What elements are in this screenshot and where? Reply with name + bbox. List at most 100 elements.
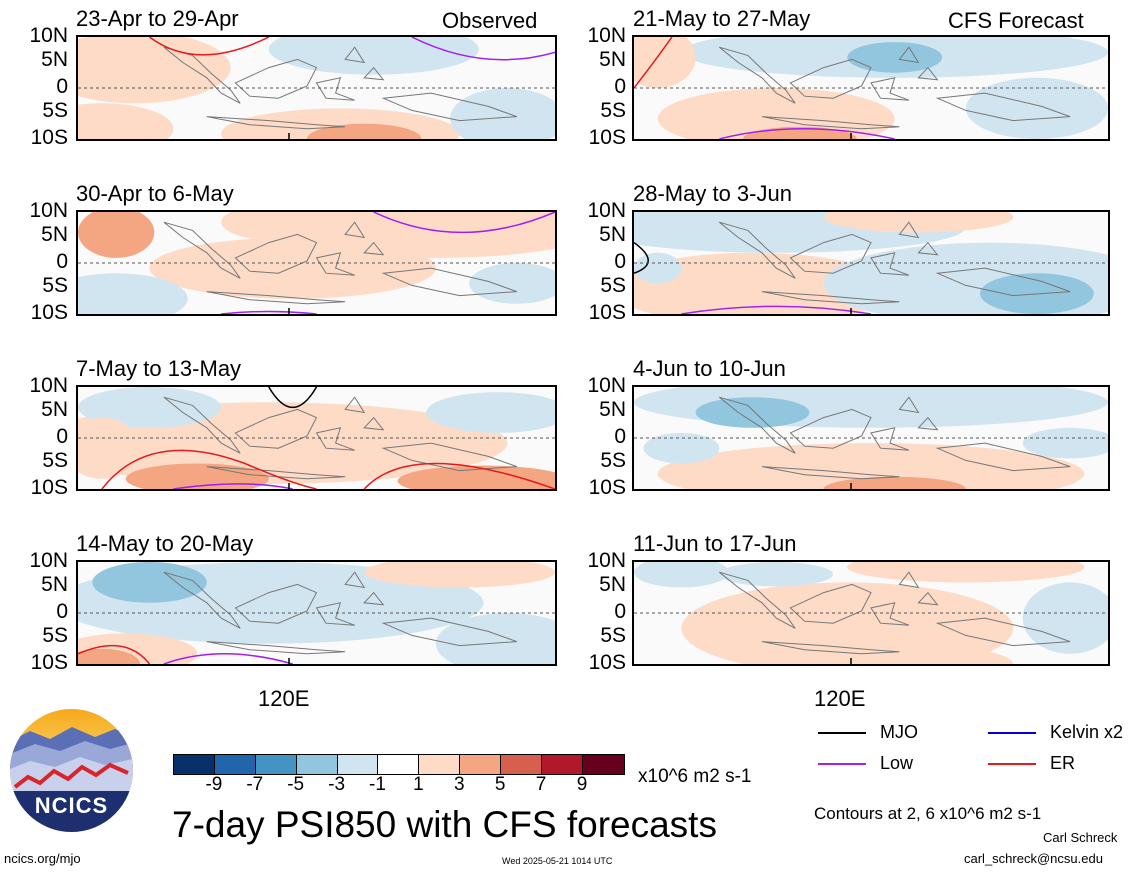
coastline (344, 221, 366, 239)
legend-low: Low (818, 753, 913, 774)
colorbar-swatch (378, 755, 420, 774)
panel-title: 30-Apr to 6-May (76, 181, 234, 206)
contour-line (101, 449, 317, 489)
coastline (363, 591, 385, 606)
colorbar-tick-label: 9 (576, 774, 588, 795)
coastline (315, 252, 355, 276)
colorbar-swatch (582, 755, 624, 774)
latitude-label: 5S (42, 99, 68, 123)
anomaly-shading (634, 562, 729, 588)
coastline (789, 583, 872, 624)
psi850-map (632, 385, 1110, 491)
latitude-label: 10S (30, 476, 68, 499)
psi850-map (632, 560, 1110, 666)
legend-kelvin: Kelvin x2 (988, 722, 1123, 743)
latitude-label: 5N (41, 573, 68, 597)
latitude-label: 5N (41, 48, 68, 72)
colorbar (173, 754, 625, 775)
contour-line (363, 462, 555, 489)
latitude-label: 10S (30, 651, 68, 674)
contour-note: Contours at 2, 6 x10^6 m2 s-1 (814, 804, 1042, 823)
contour-line (163, 653, 293, 664)
latitude-label: 5S (600, 624, 626, 648)
latitude-label: 10N (29, 24, 68, 47)
anomaly-shading (847, 42, 943, 73)
colorbar-tick-label: 1 (413, 774, 424, 795)
anomaly-shading (426, 392, 555, 433)
coastline (917, 241, 939, 256)
anomaly-shading (149, 237, 436, 299)
coastline (718, 571, 796, 629)
contour-line (634, 241, 649, 274)
contour-line (719, 128, 895, 139)
anomaly-shading (1022, 582, 1108, 654)
anomaly-shading (78, 417, 140, 479)
colorbar-tick-label: -7 (246, 774, 264, 795)
latitude-label: 0 (56, 250, 68, 273)
panel-title: 21-May to 27-May (633, 6, 811, 31)
coastline (206, 466, 346, 480)
coastline (163, 221, 241, 279)
coastline (789, 233, 872, 274)
panel-title: 28-May to 3-Jun (633, 181, 792, 206)
latitude-label: 10N (29, 549, 68, 572)
logo-text: NCICS (34, 793, 109, 818)
colorbar-tick-label: 3 (454, 774, 465, 795)
coastline (789, 408, 872, 449)
legend-label: Kelvin x2 (1050, 722, 1124, 742)
coastline (761, 641, 900, 655)
colorbar-swatch (337, 755, 379, 774)
legend-er: ER (988, 753, 1075, 774)
coastline (870, 602, 910, 626)
anomaly-shading (634, 37, 696, 88)
coastline (163, 396, 241, 454)
anomaly-shading (364, 562, 555, 588)
psi850-map (632, 35, 1110, 141)
coastline (718, 396, 796, 454)
timestamp: Wed 2025-05-21 1014 UTC (502, 856, 613, 866)
latitude-label: 5S (600, 449, 626, 473)
coastline (234, 408, 318, 449)
colorbar-swatch (174, 755, 215, 774)
contour-line (634, 37, 673, 89)
panel-tag: CFS Forecast (948, 8, 1084, 33)
anomaly-shading (634, 252, 895, 314)
coastline (344, 46, 366, 64)
anomaly-shading (92, 562, 207, 603)
coastline (935, 442, 1071, 472)
coastline (163, 571, 241, 629)
colorbar-units: x10^6 m2 s-1 (638, 766, 752, 787)
colorbar-swatch (296, 755, 338, 774)
latitude-label: 0 (614, 600, 626, 623)
contour-line (681, 305, 872, 314)
contour-line (268, 387, 318, 408)
anomaly-shading (634, 252, 682, 284)
colorbar-swatch (542, 755, 583, 774)
anomaly-shading (823, 212, 1014, 233)
coastline (363, 416, 385, 431)
anomaly-shading (776, 643, 1014, 664)
coastline (234, 58, 318, 99)
coastline (917, 416, 939, 431)
coastline (718, 46, 796, 104)
latitude-label: 0 (56, 600, 68, 623)
anomaly-shading (719, 562, 834, 587)
latitude-label: 10N (29, 374, 68, 397)
colorbar-tick-label: 5 (494, 774, 506, 795)
colorbar-swatch (460, 755, 502, 774)
coastline (315, 427, 355, 451)
coastline (381, 92, 517, 122)
colorbar-swatch (255, 755, 297, 774)
coastline (206, 641, 346, 655)
contour-line (149, 37, 270, 56)
colorbar-swatch (501, 755, 543, 774)
anomaly-shading (681, 582, 1014, 664)
latitude-label: 5N (599, 48, 626, 72)
coastline (381, 617, 517, 647)
coastline (898, 46, 920, 64)
coastline (761, 116, 900, 130)
colorbar-tick-label: -9 (205, 774, 223, 795)
latitude-label: 10S (588, 651, 626, 674)
coastline (163, 46, 241, 104)
contour-line (221, 310, 317, 314)
